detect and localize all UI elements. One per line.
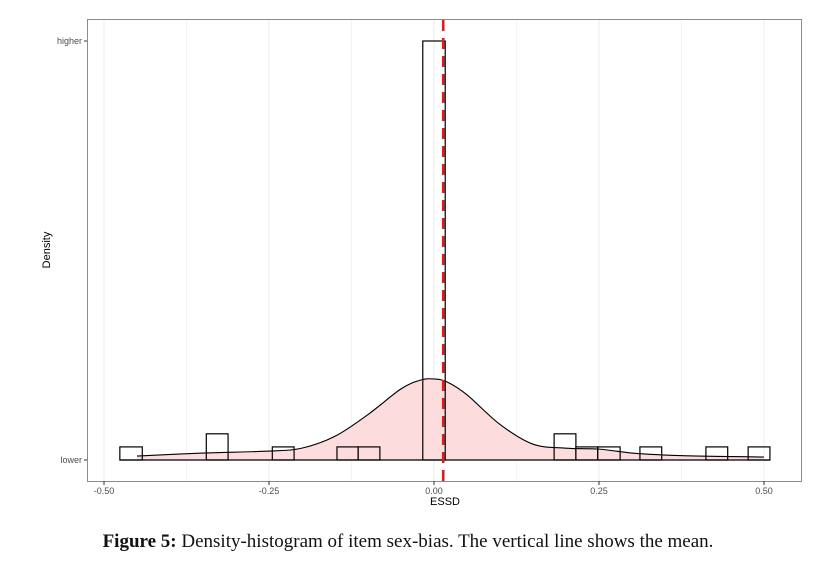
x-axis-title: ESSD (430, 496, 460, 508)
panel-border (87, 19, 802, 482)
x-tick-label: -0.50 (94, 486, 115, 496)
x-tick-label: 0.00 (425, 486, 443, 496)
y-axis-title: Density (41, 231, 53, 268)
density-line (136, 378, 765, 458)
y-tick-label: higher (57, 36, 82, 46)
x-axis-ticks: -0.50 -0.25 0.00 0.25 0.50 (94, 481, 773, 496)
grid-lines (103, 20, 765, 481)
figure-caption: Figure 5: Density-histogram of item sex-… (0, 531, 816, 553)
density-area (137, 378, 764, 460)
histogram-bars (119, 40, 771, 461)
figure-caption-text: Density-histogram of item sex-bias. The … (181, 531, 714, 552)
density-curve (136, 378, 765, 458)
figure-label: Figure 5: (102, 531, 177, 552)
x-tick-label: 0.50 (755, 486, 773, 496)
density-fill (137, 378, 764, 460)
y-axis-ticks: lower higher (57, 36, 87, 465)
x-tick-label: -0.25 (259, 486, 280, 496)
y-tick-label: lower (60, 455, 82, 465)
x-tick-label: 0.25 (590, 486, 608, 496)
